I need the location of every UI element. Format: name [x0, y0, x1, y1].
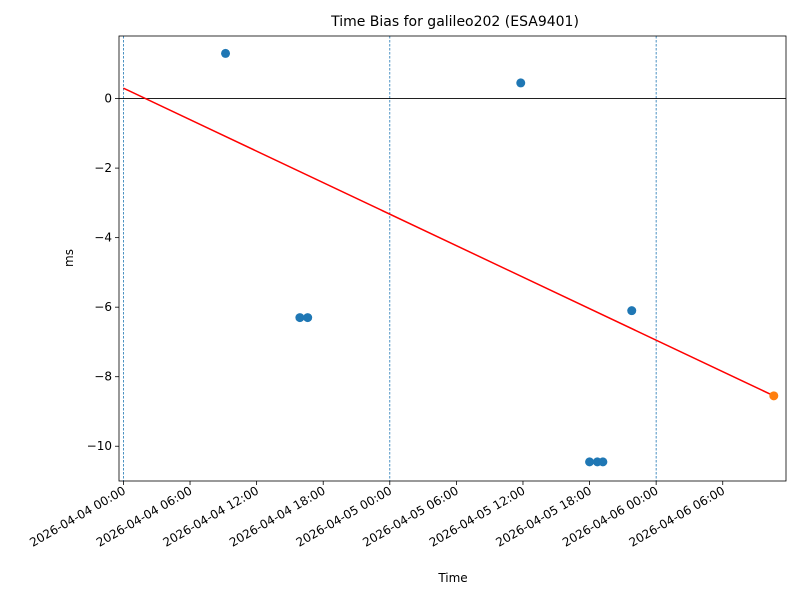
axes-frame: [118, 35, 787, 482]
y-tick-label: 0: [104, 92, 112, 106]
y-tick-label: −2: [94, 161, 112, 175]
y-tick-label: −8: [94, 370, 112, 384]
data-point: [221, 48, 231, 58]
latest-data-point: [769, 391, 779, 401]
trend-line: [123, 87, 775, 397]
y-axis-label: ms: [62, 249, 76, 267]
data-point: [627, 306, 637, 316]
data-point: [295, 313, 305, 323]
chart-title: Time Bias for galileo202 (ESA9401): [330, 14, 579, 30]
data-point: [516, 78, 526, 88]
data-point: [303, 313, 313, 323]
y-tick-label: −10: [87, 439, 112, 453]
y-tick-label: −4: [94, 231, 112, 245]
data-point: [585, 457, 595, 467]
x-axis-label: Time: [437, 571, 467, 585]
y-tick-label: −6: [94, 300, 112, 314]
data-point: [598, 457, 608, 467]
